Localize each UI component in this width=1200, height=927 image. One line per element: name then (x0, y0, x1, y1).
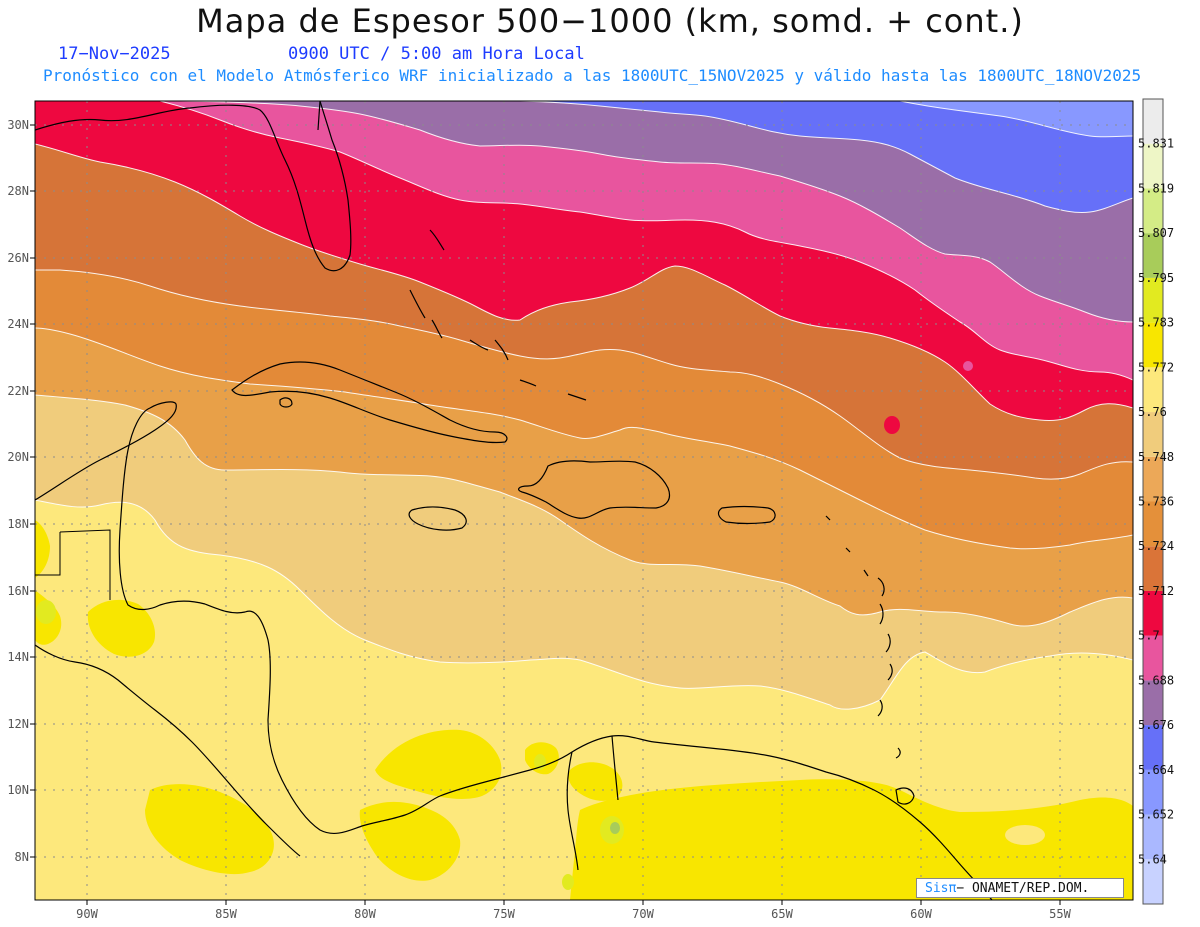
lat-axis: 30N 28N 26N 24N 22N 20N 18N 16N 14N 12N … (7, 118, 35, 864)
lat-label: 22N (7, 384, 29, 398)
central-america-coast (35, 401, 441, 834)
blob-5-7-f (884, 416, 900, 434)
colorbar-swatch (1143, 635, 1163, 681)
blob-5-772-sanandres (568, 762, 623, 801)
colorbar-level-label: 5.64 (1138, 852, 1167, 866)
colorbar-level-label: 5.736 (1138, 495, 1174, 509)
colorbar-swatch (1143, 277, 1163, 323)
colorbar-swatch (1143, 859, 1163, 904)
blob-5-795-c (610, 822, 620, 834)
lat-label: 14N (7, 650, 29, 664)
lat-label: 20N (7, 450, 29, 464)
lon-label: 65W (771, 907, 793, 921)
coastlines (35, 101, 993, 900)
blob-5-772-yuc (35, 520, 50, 578)
colorbar-swatch (1143, 680, 1163, 726)
colorbar-level-label: 5.795 (1138, 271, 1174, 285)
south-america-coast (439, 735, 993, 900)
lon-label: 70W (632, 907, 654, 921)
lat-label: 28N (7, 184, 29, 198)
colorbar: 5.64 5.652 5.664 5.676 5.688 5.7 5.712 5.724 5.7… (1138, 98, 1174, 905)
colorbar-level-label: 5.807 (1138, 226, 1174, 240)
lat-lon-grid (35, 101, 1133, 900)
colorbar-level-label: 5.676 (1138, 718, 1174, 732)
lon-label: 75W (493, 907, 515, 921)
forecast-time: 0900 UTC / 5:00 am Hora Local (288, 44, 585, 64)
colorbar-level-label: 5.652 (1138, 808, 1174, 822)
forecast-info: Pronóstico con el Modelo Atmósferico WRF… (43, 66, 1142, 85)
lon-label: 90W (76, 907, 98, 921)
colorbar-level-label: 5.7 (1138, 629, 1160, 643)
map-title: Mapa de Espesor 500−1000 (km, somd. + co… (196, 2, 1024, 40)
blob-5-772-colombia (375, 729, 502, 799)
band-5-664 (520, 101, 1133, 213)
colorbar-swatch (1143, 814, 1163, 860)
colorbar-swatch (1143, 501, 1163, 547)
colorbar-level-label: 5.712 (1138, 584, 1174, 598)
lon-label: 80W (354, 907, 376, 921)
band-5-676 (180, 101, 1133, 322)
sispi-logo: Sisπ (925, 881, 957, 896)
lat-label: 8N (15, 850, 29, 864)
colorbar-level-label: 5.831 (1138, 137, 1174, 151)
florida-coast (35, 101, 352, 272)
colorbar-swatch (1143, 412, 1163, 457)
lon-axis: 90W 85W 80W 75W 70W 65W 60W 55W (76, 900, 1072, 921)
colorbar-swatch (1143, 233, 1163, 278)
filled-contours (35, 101, 1133, 900)
lat-label: 10N (7, 783, 29, 797)
hispaniola-coast (518, 460, 671, 519)
credit-text: − ONAMET/REP.DOM. (956, 881, 1090, 896)
blob-5-772-venezuela (570, 779, 1133, 900)
lat-label: 26N (7, 251, 29, 265)
blob-5-772-south (145, 784, 274, 875)
colorbar-swatch (1143, 590, 1163, 636)
cuba-coast (231, 361, 508, 444)
credit-box: Sisπ− ONAMET/REP.DOM. (916, 878, 1124, 898)
puerto-rico-coast (717, 505, 776, 525)
colorbar-level-label: 5.748 (1138, 450, 1174, 464)
lon-label: 60W (910, 907, 932, 921)
colorbar-swatch (1143, 725, 1163, 770)
colorbar-level-label: 5.724 (1138, 539, 1174, 553)
colorbar-swatch (1143, 143, 1163, 189)
colorbar-swatch (1143, 456, 1163, 502)
colorbar-level-label: 5.664 (1138, 763, 1174, 777)
blob-5-783-d (562, 874, 574, 890)
blob-5-736-h (618, 491, 630, 501)
forecast-date: 17−Nov−2025 (58, 44, 171, 64)
colorbar-level-label: 5.688 (1138, 673, 1174, 687)
blob-5-772-panama (359, 801, 461, 881)
lat-label: 30N (7, 118, 29, 132)
colorbar-frame (1142, 98, 1164, 905)
lon-label: 85W (215, 907, 237, 921)
colorbar-swatch (1143, 367, 1163, 413)
blob-5-688-g (963, 361, 973, 371)
lat-label: 18N (7, 517, 29, 531)
colorbar-swatch (1143, 99, 1163, 144)
lon-label: 55W (1049, 907, 1071, 921)
jamaica-coast (408, 506, 467, 531)
colorbar-swatch (1143, 322, 1163, 368)
colorbar-swatch (1143, 188, 1163, 234)
colorbar-swatch (1143, 546, 1163, 591)
map-frame (34, 100, 1134, 901)
contour-lines (35, 101, 1133, 710)
colorbar-level-label: 5.819 (1138, 181, 1174, 195)
colorbar-level-label: 5.783 (1138, 316, 1174, 330)
blob-5-76-e (1005, 825, 1045, 845)
lat-label: 16N (7, 584, 29, 598)
blob-5-772-honduras (87, 599, 156, 657)
blob-5-783-a (36, 600, 56, 624)
lat-label: 12N (7, 717, 29, 731)
colorbar-level-label: 5.76 (1138, 405, 1167, 419)
colorbar-level-label: 5.772 (1138, 360, 1174, 374)
colorbar-swatch (1143, 769, 1163, 815)
lat-label: 24N (7, 317, 29, 331)
